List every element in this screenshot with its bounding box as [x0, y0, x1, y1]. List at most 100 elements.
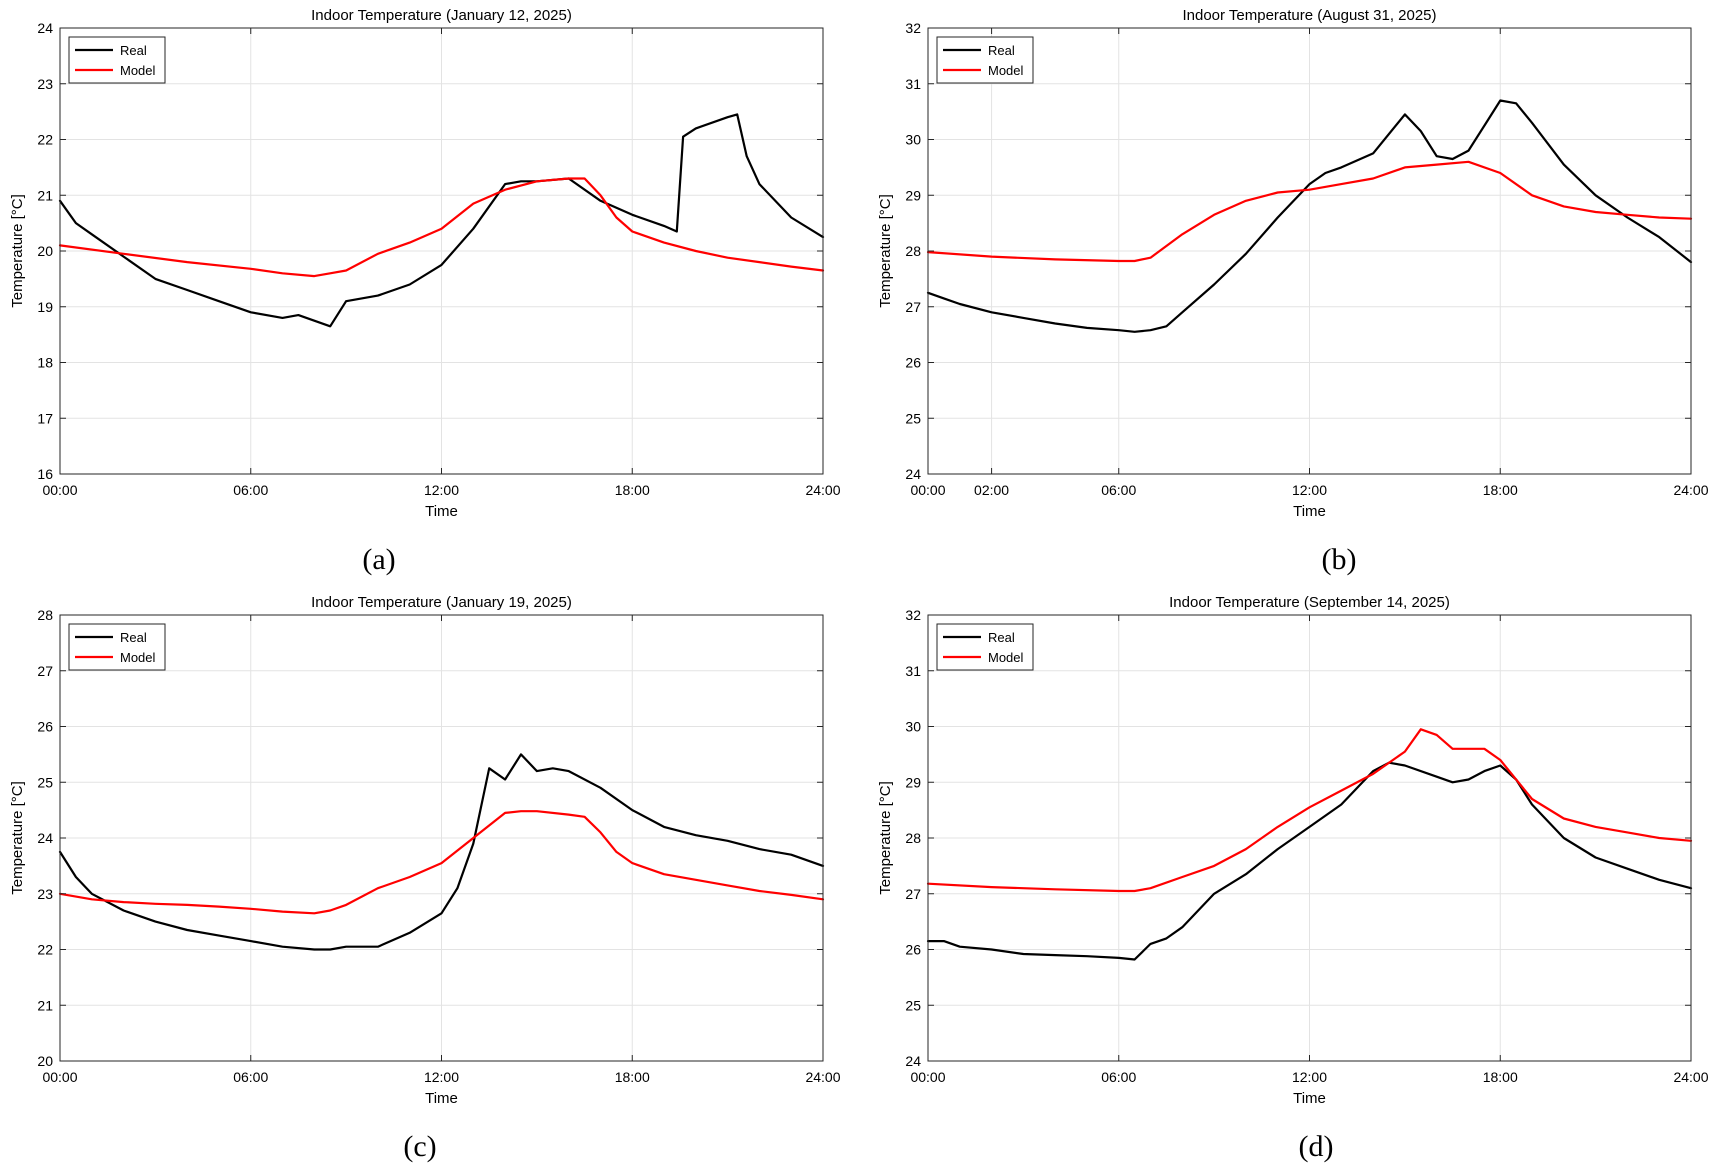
x-tick-label: 18:00: [1483, 1069, 1518, 1085]
chart-panel-d: 00:00 06:00 12:00 18:00 24:00 24 25 26 27 28 29 30 3…: [868, 587, 1736, 1174]
legend-box: [936, 36, 1034, 84]
x-tick-label: 24:00: [805, 1069, 840, 1085]
y-axis-label: Temperature [°C]: [9, 194, 26, 308]
legend-label: Real: [120, 630, 147, 645]
chart-svg-a: 00:00 06:00 12:00 18:00 24:00 16 17 18 19 20 21 22 2…: [9, 7, 841, 520]
x-tick-label: 24:00: [1673, 1069, 1708, 1085]
panel-label-c: (c): [403, 1130, 437, 1163]
x-tick-label: 12:00: [424, 482, 459, 498]
panel-label-d: (d): [1298, 1130, 1334, 1163]
panel-label-a: (a): [362, 543, 396, 576]
y-axis-label: Temperature [°C]: [9, 781, 26, 895]
series-line-real: [58, 113, 825, 328]
y-tick-label: 25: [905, 410, 921, 426]
y-tick-label: 23: [37, 76, 53, 92]
legend-label: Real: [988, 630, 1015, 645]
y-tick-label: 24: [37, 830, 53, 846]
series-line-real: [926, 761, 1693, 961]
chart-svg-b: 00:00 02:00 06:00 12:00 18:00 24:00 24 25 26 27 28…: [877, 7, 1709, 520]
y-tick-label: 24: [37, 20, 53, 36]
x-tick-label: 00:00: [42, 482, 77, 498]
series-line-model: [58, 177, 825, 278]
x-tick-label: 12:00: [1292, 482, 1327, 498]
chart-panel-a: 00:00 06:00 12:00 18:00 24:00 16 17 18 19 20 21 22 2…: [0, 0, 868, 587]
legend-box: [936, 623, 1034, 671]
y-tick-label: 31: [905, 76, 921, 92]
legend-label: Real: [120, 43, 147, 58]
x-axis-label: Time: [425, 1090, 458, 1107]
y-axis-label: Temperature [°C]: [877, 781, 894, 895]
y-tick-label: 23: [37, 886, 53, 902]
x-tick-label: 00:00: [910, 482, 945, 498]
chart-title: Indoor Temperature (January 19, 2025): [311, 594, 572, 611]
y-tick-label: 29: [905, 774, 921, 790]
x-axis-label: Time: [1293, 1090, 1326, 1107]
y-tick-label: 32: [905, 20, 921, 36]
x-tick-label: 06:00: [233, 482, 268, 498]
panel-label-b: (b): [1321, 543, 1357, 576]
y-tick-label: 29: [905, 187, 921, 203]
x-tick-label: 24:00: [1673, 482, 1708, 498]
legend-box: [68, 623, 166, 671]
y-tick-label: 27: [37, 663, 53, 679]
y-tick-label: 19: [37, 299, 53, 315]
y-tick-label: 21: [37, 187, 53, 203]
y-tick-label: 28: [37, 607, 53, 623]
chart-title: Indoor Temperature (August 31, 2025): [1182, 7, 1436, 24]
y-tick-label: 24: [905, 1053, 921, 1069]
y-tick-label: 28: [905, 243, 921, 259]
y-tick-label: 28: [905, 830, 921, 846]
y-tick-label: 21: [37, 997, 53, 1013]
y-tick-label: 27: [905, 299, 921, 315]
x-axis-label: Time: [1293, 503, 1326, 520]
x-tick-label: 00:00: [910, 1069, 945, 1085]
y-tick-label: 26: [905, 942, 921, 958]
x-tick-label: 06:00: [1101, 482, 1136, 498]
chart-title: Indoor Temperature (September 14, 2025): [1169, 594, 1450, 611]
legend-label: Real: [988, 43, 1015, 58]
series-line-real: [58, 753, 825, 951]
y-tick-label: 32: [905, 607, 921, 623]
x-tick-label: 12:00: [424, 1069, 459, 1085]
x-tick-label: 24:00: [805, 482, 840, 498]
series-line-model: [926, 160, 1693, 263]
legend-box: [68, 36, 166, 84]
y-tick-label: 27: [905, 886, 921, 902]
x-tick-label: 12:00: [1292, 1069, 1327, 1085]
x-tick-label: 02:00: [974, 482, 1009, 498]
y-tick-label: 25: [37, 774, 53, 790]
y-tick-label: 20: [37, 243, 53, 259]
legend-label: Model: [120, 63, 156, 78]
chart-panel-c: 00:00 06:00 12:00 18:00 24:00 20 21 22 23 24 25 26 2…: [0, 587, 868, 1174]
y-tick-label: 20: [37, 1053, 53, 1069]
chart-panel-b: 00:00 02:00 06:00 12:00 18:00 24:00 24 25 26 27 28…: [868, 0, 1736, 587]
legend-label: Model: [120, 650, 156, 665]
y-tick-label: 16: [37, 466, 53, 482]
series-line-model: [58, 810, 825, 915]
y-tick-label: 30: [905, 132, 921, 148]
chart-title: Indoor Temperature (January 12, 2025): [311, 7, 572, 24]
y-tick-label: 17: [37, 410, 53, 426]
x-tick-label: 00:00: [42, 1069, 77, 1085]
x-tick-label: 06:00: [1101, 1069, 1136, 1085]
legend-label: Model: [988, 63, 1024, 78]
legend-label: Model: [988, 650, 1024, 665]
y-tick-label: 30: [905, 719, 921, 735]
y-tick-label: 26: [37, 719, 53, 735]
series-line-model: [926, 728, 1693, 893]
y-tick-label: 22: [37, 942, 53, 958]
y-tick-label: 25: [905, 997, 921, 1013]
y-tick-label: 24: [905, 466, 921, 482]
x-tick-label: 18:00: [615, 482, 650, 498]
x-axis-label: Time: [425, 503, 458, 520]
y-tick-label: 22: [37, 132, 53, 148]
series-line-real: [926, 99, 1693, 333]
y-tick-label: 31: [905, 663, 921, 679]
x-tick-label: 06:00: [233, 1069, 268, 1085]
chart-svg-d: 00:00 06:00 12:00 18:00 24:00 24 25 26 27 28 29 30 3…: [877, 594, 1709, 1107]
x-tick-label: 18:00: [1483, 482, 1518, 498]
y-tick-label: 26: [905, 355, 921, 371]
x-tick-label: 18:00: [615, 1069, 650, 1085]
y-tick-label: 18: [37, 355, 53, 371]
